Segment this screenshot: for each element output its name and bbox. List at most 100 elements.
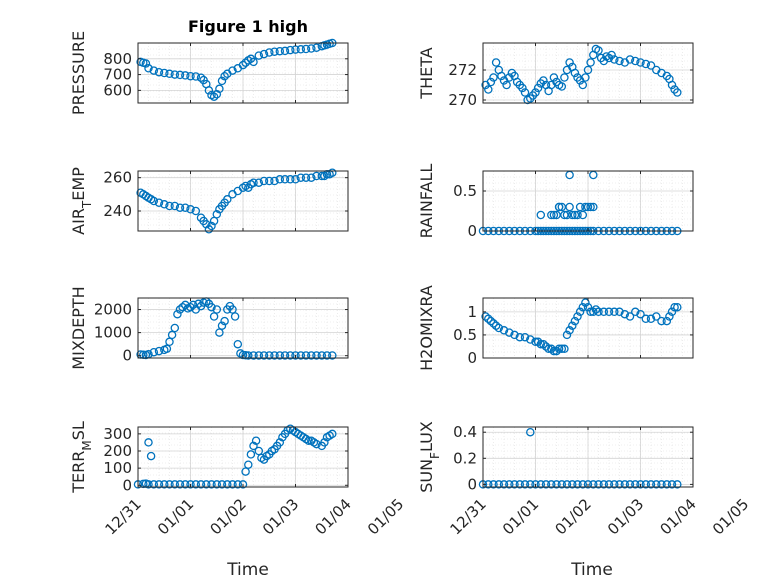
data-point [502, 80, 511, 90]
data-point [636, 480, 645, 489]
data-point [489, 73, 498, 82]
data-point [191, 480, 201, 489]
data-point [144, 64, 153, 73]
data-point [241, 350, 250, 360]
data-point [515, 332, 525, 342]
data-point [578, 480, 588, 489]
data-point [186, 205, 195, 214]
data-point [533, 337, 543, 347]
data-point [254, 178, 264, 187]
data-point [296, 45, 306, 54]
data-point [646, 61, 656, 70]
data-point [531, 88, 540, 97]
data-point [620, 309, 630, 319]
y-tick-label: 800 [103, 50, 132, 68]
data-point [541, 480, 551, 489]
data-point [499, 326, 509, 335]
data-point [557, 82, 567, 91]
y-tick-label: 0.5 [453, 182, 477, 200]
data-point [552, 480, 561, 489]
data-point [554, 344, 564, 354]
data-point [568, 210, 577, 220]
data-point [149, 196, 159, 206]
data-point [144, 438, 153, 447]
data-point [207, 221, 216, 231]
data-point [489, 480, 498, 489]
data-point [207, 480, 216, 489]
data-point [228, 66, 237, 75]
data-point [615, 480, 624, 489]
data-point [154, 346, 164, 356]
data-point [280, 175, 290, 184]
data-point [549, 346, 559, 356]
data-point [141, 59, 151, 68]
data-point [149, 347, 159, 357]
data-point [625, 312, 635, 321]
y-tick-label: 700 [103, 66, 132, 84]
y-tick-label: 0.4 [453, 423, 477, 441]
y-tick-label: 0 [467, 349, 477, 367]
data-point [188, 300, 198, 310]
data-point [175, 480, 185, 489]
data-point [610, 480, 619, 489]
data-point [296, 351, 306, 360]
subplot-air_temp: 240 260 AIRTEMP [69, 167, 349, 235]
data-point [328, 351, 337, 360]
data-point [307, 173, 316, 182]
data-point [526, 480, 535, 489]
data-point [665, 312, 674, 321]
data-point [275, 351, 285, 360]
data-point [220, 71, 229, 81]
data-point [604, 480, 614, 489]
data-point [662, 316, 672, 326]
data-point [275, 175, 285, 184]
data-point [217, 480, 227, 489]
x-axis-label-left: Time [226, 560, 269, 580]
figure-title: Figure 1 high [188, 17, 308, 36]
data-point [181, 480, 190, 489]
data-point [220, 316, 229, 326]
data-point [209, 312, 219, 321]
data-point [196, 480, 206, 489]
data-point [254, 51, 264, 60]
y-tick-label: 270 [448, 91, 477, 109]
data-point [191, 206, 201, 216]
y-tick-label: 300 [103, 425, 132, 443]
data-point [536, 339, 546, 349]
data-point [275, 438, 285, 447]
data-point [505, 73, 514, 82]
data-point [552, 346, 561, 356]
data-point [526, 427, 535, 437]
y-axis-label-air_temp: AIRTEMP [69, 167, 94, 235]
y-tick-label: 272 [448, 61, 477, 79]
data-point [657, 316, 666, 326]
data-point [307, 351, 316, 360]
data-point [301, 351, 311, 360]
data-point [615, 56, 624, 66]
data-point [486, 77, 496, 87]
data-point [641, 480, 651, 489]
data-point [146, 451, 156, 461]
data-point [202, 480, 211, 489]
data-point [646, 314, 656, 324]
data-point [212, 210, 222, 219]
data-point [241, 58, 250, 67]
data-point [636, 309, 645, 319]
data-point [175, 70, 185, 80]
data-point [562, 330, 572, 340]
y-tick-label: 100 [103, 459, 132, 477]
data-point [259, 49, 269, 59]
data-point [170, 70, 180, 79]
data-point [291, 175, 300, 184]
data-point [615, 307, 624, 317]
data-point [491, 58, 501, 67]
data-point [286, 175, 295, 184]
y-tick-label: 260 [103, 169, 132, 187]
data-point [154, 480, 164, 489]
data-point [215, 84, 224, 94]
data-point [557, 480, 567, 489]
y-tick-label: 240 [103, 202, 132, 220]
data-point [230, 312, 240, 321]
data-point [270, 351, 279, 360]
